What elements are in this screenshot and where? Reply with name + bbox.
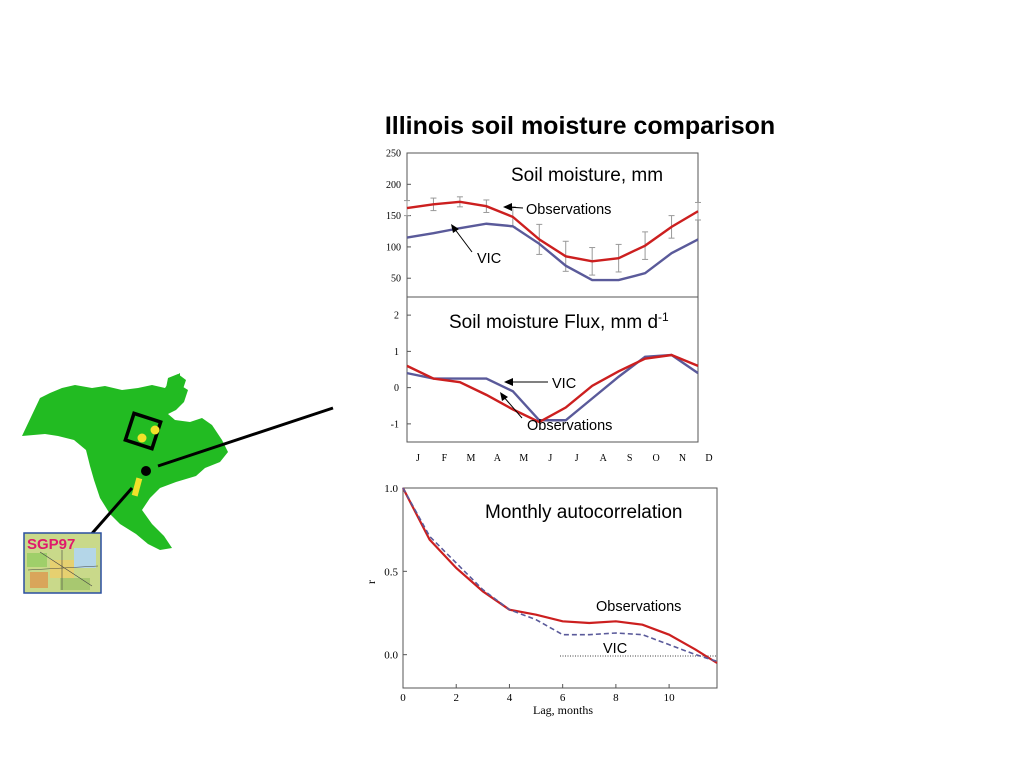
observations-series-line	[402, 487, 718, 664]
x-axis-label: Lag, months	[533, 703, 593, 717]
x-tick-label: F	[442, 453, 448, 464]
annotation-vic: VIC	[552, 376, 576, 392]
sgp97-thumbnail: SGP97	[23, 532, 102, 594]
sgp97-pointer-line	[86, 487, 134, 539]
study-site-marker-icon	[137, 433, 147, 443]
x-tick-label: 0	[400, 692, 406, 704]
y-tick-label: 250	[386, 149, 401, 160]
arrowhead-icon	[503, 203, 512, 211]
y-tick-label: 2	[394, 311, 399, 322]
panel-title: Soil moisture Flux, mm d-1	[449, 310, 669, 333]
panel-title: Monthly autocorrelation	[485, 502, 683, 523]
y-tick-label: 0.5	[384, 566, 398, 578]
annotation-observations: Observations	[527, 418, 612, 434]
x-tick-label: A	[600, 453, 608, 464]
soil-moisture-panel: 50 100 150 200 250 Soil moisture, mm Observa…	[386, 149, 701, 298]
arrowhead-icon	[504, 378, 513, 386]
vic-series-line	[406, 222, 699, 282]
y-tick-label: 1.0	[384, 483, 398, 495]
annotation-observations: Observations	[526, 202, 611, 218]
y-tick-label: 0	[394, 383, 399, 394]
autocorrelation-panel: 0.0 0.5 1.0 0 2 4 6 8 10 Monthly autocorrelatio…	[364, 483, 718, 717]
observations-series-line	[406, 200, 699, 263]
annotation-vic: VIC	[603, 641, 627, 657]
x-tick-label: M	[466, 453, 475, 464]
illinois-point-icon	[141, 466, 151, 476]
y-axis: 50 100 150 200 250	[386, 149, 411, 285]
x-axis: 0 2 4 6 8 10	[400, 684, 675, 704]
vic-series-line	[406, 353, 699, 422]
x-tick-label: 4	[507, 692, 513, 704]
y-tick-label: -1	[391, 419, 399, 430]
x-tick-label: 8	[613, 692, 619, 704]
x-tick-label: O	[652, 453, 659, 464]
x-tick-label: 6	[560, 692, 566, 704]
x-tick-label: J	[548, 453, 552, 464]
y-axis-label: r	[364, 580, 378, 584]
x-tick-label: M	[519, 453, 528, 464]
pointer-line	[157, 406, 334, 468]
x-tick-label: J	[575, 453, 579, 464]
slide-title: Illinois soil moisture comparison	[384, 112, 776, 140]
x-tick-label: A	[494, 453, 502, 464]
plot-frame	[402, 487, 718, 689]
annotation-observations: Observations	[596, 599, 681, 615]
x-tick-label: N	[679, 453, 686, 464]
north-america-map-icon	[22, 373, 228, 550]
x-tick-label: S	[627, 453, 633, 464]
study-site-marker-icon	[150, 425, 160, 435]
arrowhead-icon	[451, 224, 459, 233]
y-axis: 0.0 0.5 1.0	[384, 483, 407, 662]
vic-series-line	[402, 487, 718, 663]
x-tick-label: D	[705, 453, 712, 464]
y-tick-label: 200	[386, 180, 401, 191]
annotation-vic: VIC	[477, 251, 501, 267]
x-tick-label: J	[416, 453, 420, 464]
observations-series-line	[406, 353, 699, 424]
panel-title: Soil moisture, mm	[511, 165, 663, 186]
x-tick-label: 10	[664, 692, 676, 704]
y-tick-label: 100	[386, 242, 401, 253]
y-tick-label: 0.0	[384, 650, 398, 662]
study-area-box-icon	[123, 411, 163, 451]
annotation-arrow	[453, 227, 473, 253]
arrowhead-icon	[500, 392, 508, 401]
plot-frame	[406, 296, 699, 443]
soil-moisture-flux-panel: -1 0 1 2 J F M A M J J A S O N D Soil moisture Flux, m…	[391, 296, 713, 464]
annotation-arrow	[502, 395, 523, 419]
y-tick-label: 150	[386, 211, 401, 222]
inset-map: SGP97	[22, 373, 334, 594]
title-superscript: -1	[658, 310, 669, 324]
sgp97-site-marker-icon	[131, 477, 143, 497]
greenland-icon	[166, 374, 186, 395]
y-axis: -1 0 1 2	[391, 311, 411, 430]
sgp97-label: SGP97	[27, 536, 75, 553]
y-tick-label: 50	[391, 274, 401, 285]
y-tick-label: 1	[394, 347, 399, 358]
x-tick-label: 2	[453, 692, 459, 704]
